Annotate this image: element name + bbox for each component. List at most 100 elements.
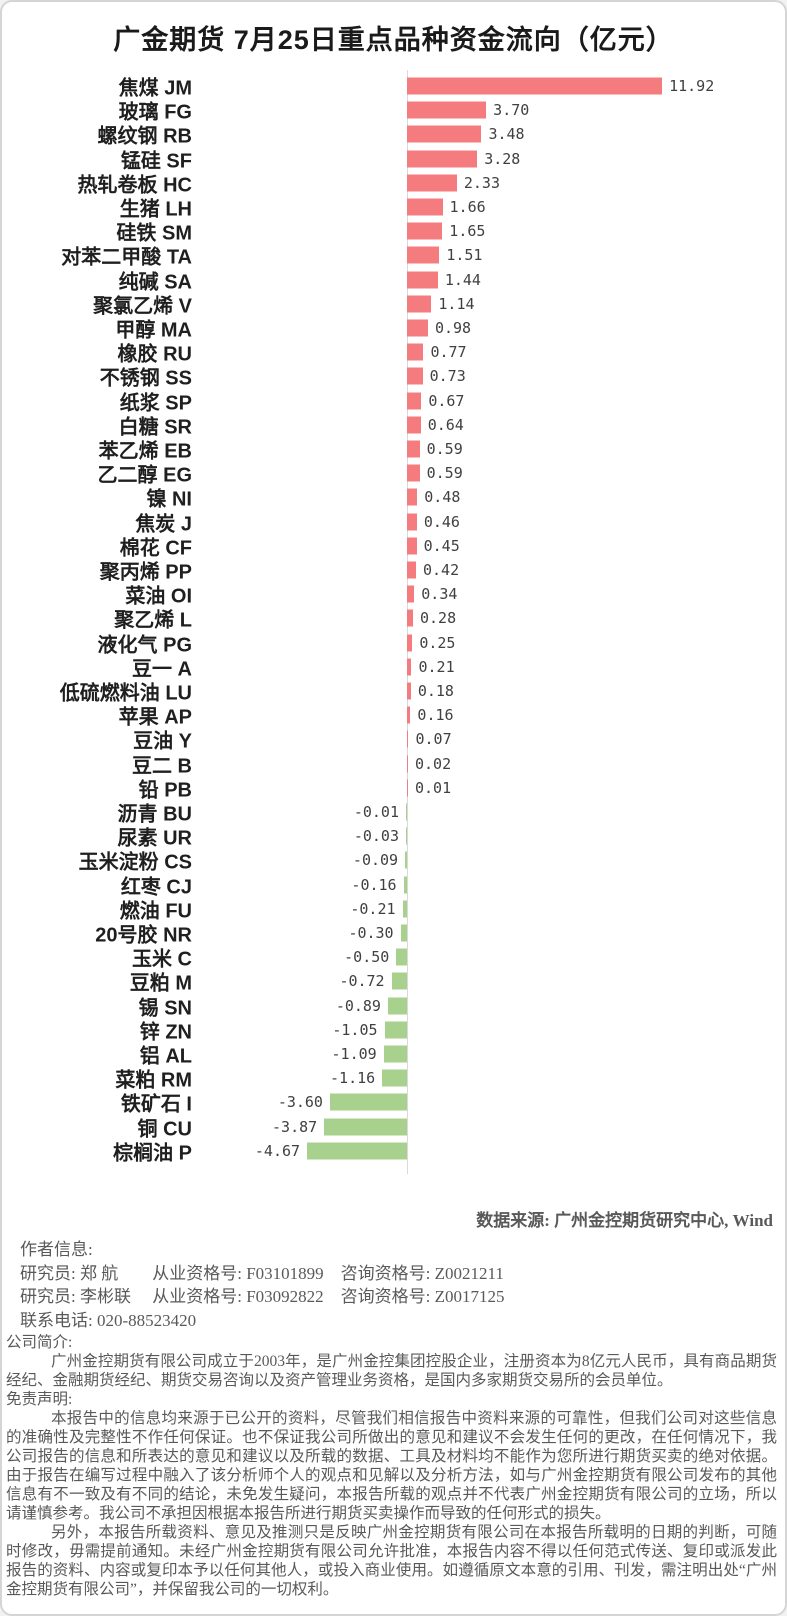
chart-row: 锌 ZN -1.05 — [2, 1018, 785, 1043]
footer-text-block: 数据来源: 广州金控期货研究中心, Wind 作者信息: 研究员: 郑 航 从业… — [2, 1206, 785, 1599]
category-label: 红枣 CJ — [120, 876, 192, 899]
page-title: 广金期货 7月25日重点品种资金流向（亿元） — [113, 25, 674, 55]
bar-negative — [387, 997, 407, 1015]
value-label: -3.60 — [277, 1093, 323, 1112]
chart-row: 乙二醇 EG 0.59 — [2, 461, 785, 487]
bar-positive — [407, 77, 663, 95]
chart-row: 焦炭 J 0.46 — [2, 510, 785, 536]
disclaimer-paragraph-1: 本报告中的信息均来源于已公开的资料，尽管我们相信报告中资料来源的可靠性，但我们公… — [6, 1410, 777, 1522]
bar-positive — [407, 198, 443, 216]
chart-row: 硅铁 SM 1.65 — [2, 219, 785, 245]
chart-row: 低硫燃料油 LU 0.18 — [2, 679, 785, 705]
category-label: 不锈钢 SS — [99, 367, 192, 390]
disclaimer-heading: 免责声明: — [6, 1391, 73, 1408]
value-label: -0.50 — [344, 948, 390, 967]
author-info-block: 作者信息: 研究员: 郑 航 从业资格号: F03101899 咨询资格号: Z… — [2, 1238, 785, 1332]
bar-negative — [405, 851, 407, 869]
chart-row: 橡胶 RU 0.77 — [2, 340, 785, 366]
bar-positive — [407, 271, 438, 289]
category-label: 白糖 SR — [118, 416, 192, 439]
bar-negative — [402, 900, 407, 918]
value-label: 0.01 — [415, 778, 452, 797]
chart-row: 燃油 FU -0.21 — [2, 897, 785, 922]
value-label: 1.51 — [446, 246, 483, 265]
value-label: 1.66 — [449, 198, 486, 217]
bar-positive — [407, 682, 411, 700]
bar-chart: 焦煤 JM 11.92 玻璃 FG 3.70 螺纹钢 RB 3.48 锰硅 SF 3.28 热轧… — [2, 70, 785, 1174]
chart-row: 聚氯乙烯 V 1.14 — [2, 292, 785, 318]
data-source-note: 数据来源: 广州金控期货研究中心, Wind — [476, 1211, 773, 1230]
bar-positive — [407, 222, 443, 240]
value-label: 3.70 — [493, 101, 530, 120]
bar-negative — [382, 1069, 407, 1087]
category-label: 玉米 C — [132, 948, 192, 971]
value-label: -0.21 — [350, 899, 396, 918]
bar-positive — [407, 392, 422, 410]
chart-row: 生猪 LH 1.66 — [2, 195, 785, 221]
category-label: 铜 CU — [137, 1118, 192, 1141]
value-label: 0.73 — [429, 367, 466, 386]
chart-row: 玉米淀粉 CS -0.09 — [2, 848, 785, 874]
category-label: 沥青 BU — [117, 803, 192, 826]
value-label: 1.65 — [449, 222, 486, 241]
chart-row: 尿素 UR -0.03 — [2, 824, 785, 850]
chart-row: 菜油 OI 0.34 — [2, 582, 785, 608]
chart-row: 棕榈油 P -4.67 — [2, 1139, 785, 1165]
chart-row: 红枣 CJ -0.16 — [2, 873, 785, 899]
category-label: 棕榈油 P — [113, 1142, 192, 1165]
chart-row: 沥青 BU -0.01 — [2, 800, 785, 826]
bar-negative — [324, 1118, 407, 1136]
chart-row: 豆一 A 0.21 — [2, 655, 785, 681]
value-label: -3.87 — [272, 1117, 318, 1136]
category-label: 聚氯乙烯 V — [93, 295, 192, 318]
bar-positive — [407, 658, 412, 676]
value-label: 0.48 — [424, 488, 461, 507]
chart-row: 豆粕 M -0.72 — [2, 969, 785, 995]
value-label: 11.92 — [669, 77, 715, 96]
bar-negative — [391, 972, 407, 990]
category-label: 焦炭 J — [135, 513, 192, 536]
bar-positive — [407, 730, 409, 748]
chart-row: 铁矿石 I -3.60 — [2, 1090, 785, 1116]
value-label: 1.44 — [444, 270, 481, 289]
bar-positive — [407, 585, 415, 603]
category-label: 苯乙烯 EB — [98, 440, 192, 463]
value-label: 0.16 — [417, 706, 454, 725]
category-label: 甲醇 MA — [115, 319, 192, 342]
bar-negative — [406, 827, 407, 845]
value-label: 0.59 — [426, 464, 463, 483]
chart-row: 苯乙烯 EB 0.59 — [2, 437, 785, 463]
chart-row: 铜 CU -3.87 — [2, 1115, 785, 1141]
category-label: 铝 AL — [139, 1045, 192, 1068]
chart-row: 锰硅 SF 3.28 — [2, 147, 785, 173]
company-and-disclaimer: 公司简介: 广州金控期货有限公司成立于2003年，是广州金控集团控股企业，注册资… — [2, 1332, 785, 1599]
chart-row: 豆油 Y 0.07 — [2, 727, 785, 753]
chart-row: 聚乙烯 L 0.28 — [2, 606, 785, 632]
chart-row: 甲醇 MA 0.98 — [2, 316, 785, 342]
value-label: -0.72 — [339, 972, 385, 991]
value-label: -0.09 — [352, 851, 399, 870]
value-label: -0.01 — [353, 803, 399, 822]
bar-positive — [407, 513, 417, 531]
bar-positive — [407, 488, 418, 506]
value-label: -0.16 — [351, 875, 397, 894]
category-label: 菜油 OI — [125, 585, 192, 608]
contact-phone-line: 联系电话: 020-88523420 — [20, 1310, 197, 1330]
bar-positive — [407, 174, 457, 192]
bar-negative — [400, 924, 407, 942]
bar-negative — [406, 803, 407, 821]
value-label: 0.77 — [430, 343, 467, 362]
chart-row: 棉花 CF 0.45 — [2, 534, 785, 560]
chart-row: 热轧卷板 HC 2.33 — [2, 171, 785, 197]
chart-row: 铝 AL -1.09 — [2, 1042, 785, 1068]
category-label: 生猪 LH — [119, 198, 192, 221]
bar-negative — [384, 1021, 407, 1039]
chart-row: 玻璃 FG 3.70 — [2, 98, 785, 124]
value-label: 0.02 — [415, 754, 452, 773]
value-label: 0.07 — [415, 730, 452, 749]
category-label: 液化气 PG — [97, 634, 192, 657]
value-label: -1.09 — [331, 1045, 377, 1064]
chart-row: 玉米 C -0.50 — [2, 945, 785, 971]
chart-row: 不锈钢 SS 0.73 — [2, 364, 785, 390]
chart-row: 纯碱 SA 1.44 — [2, 268, 785, 294]
